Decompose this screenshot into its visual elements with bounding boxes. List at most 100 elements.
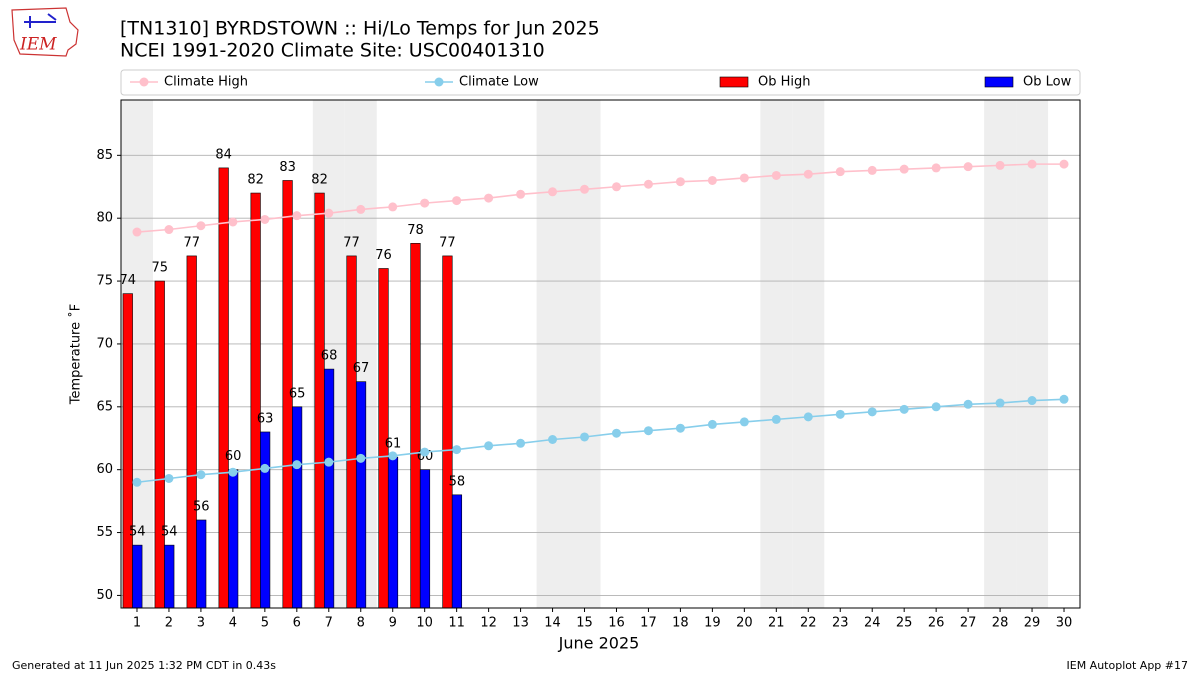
bar [186, 255, 197, 609]
legend-label: Ob Low [1023, 75, 1072, 90]
x-tick-label: 26 [928, 616, 945, 631]
line-marker [132, 477, 142, 487]
line-marker [388, 451, 398, 461]
line-marker [803, 169, 813, 179]
legend-patch [984, 76, 1014, 88]
x-tick-label: 10 [416, 616, 433, 631]
y-tick-label: 80 [96, 211, 113, 226]
line-marker [835, 409, 845, 419]
legend-patch [719, 76, 749, 88]
line-marker [867, 407, 877, 417]
line-marker [420, 198, 430, 208]
x-tick-label: 4 [229, 616, 237, 631]
legend-label: Climate Low [459, 75, 539, 90]
x-tick-label: 25 [896, 616, 913, 631]
x-tick-label: 30 [1056, 616, 1073, 631]
line-marker [132, 227, 142, 237]
line-marker [675, 177, 685, 187]
y-tick-label: 50 [96, 588, 113, 603]
line-marker [196, 470, 206, 480]
line-marker [1027, 159, 1037, 169]
line-marker [643, 426, 653, 436]
logo-outline [11, 7, 79, 57]
bar [323, 368, 335, 609]
footer-right: IEM Autoplot App #17 [1067, 659, 1189, 672]
bar [154, 280, 165, 609]
legend-label: Ob High [758, 75, 811, 90]
data-label: 67 [353, 361, 370, 376]
bar [218, 167, 229, 609]
x-tick-label: 11 [448, 616, 465, 631]
data-label: 63 [257, 411, 274, 426]
line-marker [611, 182, 621, 192]
line-marker [196, 221, 206, 231]
bar [228, 469, 239, 609]
line-marker [260, 463, 270, 473]
line-marker [388, 202, 398, 212]
x-axis-label: June 2025 [558, 634, 640, 653]
line-marker [995, 160, 1005, 170]
bar [442, 255, 453, 609]
line-marker [931, 402, 941, 412]
line-marker [420, 447, 430, 457]
bar [132, 544, 143, 609]
y-axis-label: Temperature ˚F [68, 304, 84, 405]
y-tick-label: 75 [96, 274, 113, 289]
bar [346, 255, 357, 609]
line-marker [324, 457, 334, 467]
line-marker [1059, 394, 1069, 404]
y-tick-label: 55 [96, 525, 113, 540]
line-marker [164, 473, 174, 483]
legend-box [120, 69, 1081, 96]
weekend-shade [760, 100, 793, 608]
y-tick-label: 85 [96, 148, 113, 163]
bar [260, 431, 271, 609]
line-marker [228, 467, 238, 477]
x-tick-label: 16 [608, 616, 625, 631]
line-marker [164, 225, 174, 235]
x-tick-label: 29 [1024, 616, 1041, 631]
line-marker [292, 211, 302, 221]
x-tick-label: 23 [832, 616, 849, 631]
x-tick-label: 15 [576, 616, 593, 631]
data-label: 54 [129, 525, 146, 540]
data-label: 74 [120, 273, 137, 288]
line-marker [516, 189, 526, 199]
line-marker [643, 179, 653, 189]
line-marker [580, 432, 590, 442]
bar [122, 293, 133, 609]
line-marker [580, 184, 590, 194]
x-tick-label: 8 [357, 616, 365, 631]
x-tick-label: 27 [960, 616, 977, 631]
x-tick-label: 14 [544, 616, 561, 631]
data-label: 77 [439, 235, 456, 250]
x-tick-label: 19 [704, 616, 721, 631]
x-tick-label: 18 [672, 616, 689, 631]
x-tick-label: 3 [197, 616, 205, 631]
x-tick-label: 13 [512, 616, 529, 631]
line-marker [707, 175, 717, 185]
legend-marker [434, 77, 444, 87]
weekend-shade [984, 100, 1017, 608]
line-marker [931, 163, 941, 173]
line-marker [835, 167, 845, 177]
x-tick-label: 22 [800, 616, 817, 631]
bar [314, 192, 325, 609]
line-marker [356, 204, 366, 214]
data-label: 60 [225, 449, 242, 464]
bar [451, 494, 463, 609]
bar [250, 192, 261, 609]
legend-label: Climate High [164, 75, 248, 90]
x-tick-label: 6 [293, 616, 301, 631]
line-marker [803, 412, 813, 422]
x-tick-label: 24 [864, 616, 881, 631]
line-marker [739, 173, 749, 183]
data-label: 56 [193, 499, 210, 514]
x-tick-label: 5 [261, 616, 269, 631]
line-marker [1027, 396, 1037, 406]
data-label: 83 [279, 160, 296, 175]
x-tick-label: 12 [480, 616, 497, 631]
x-tick-label: 2 [165, 616, 173, 631]
